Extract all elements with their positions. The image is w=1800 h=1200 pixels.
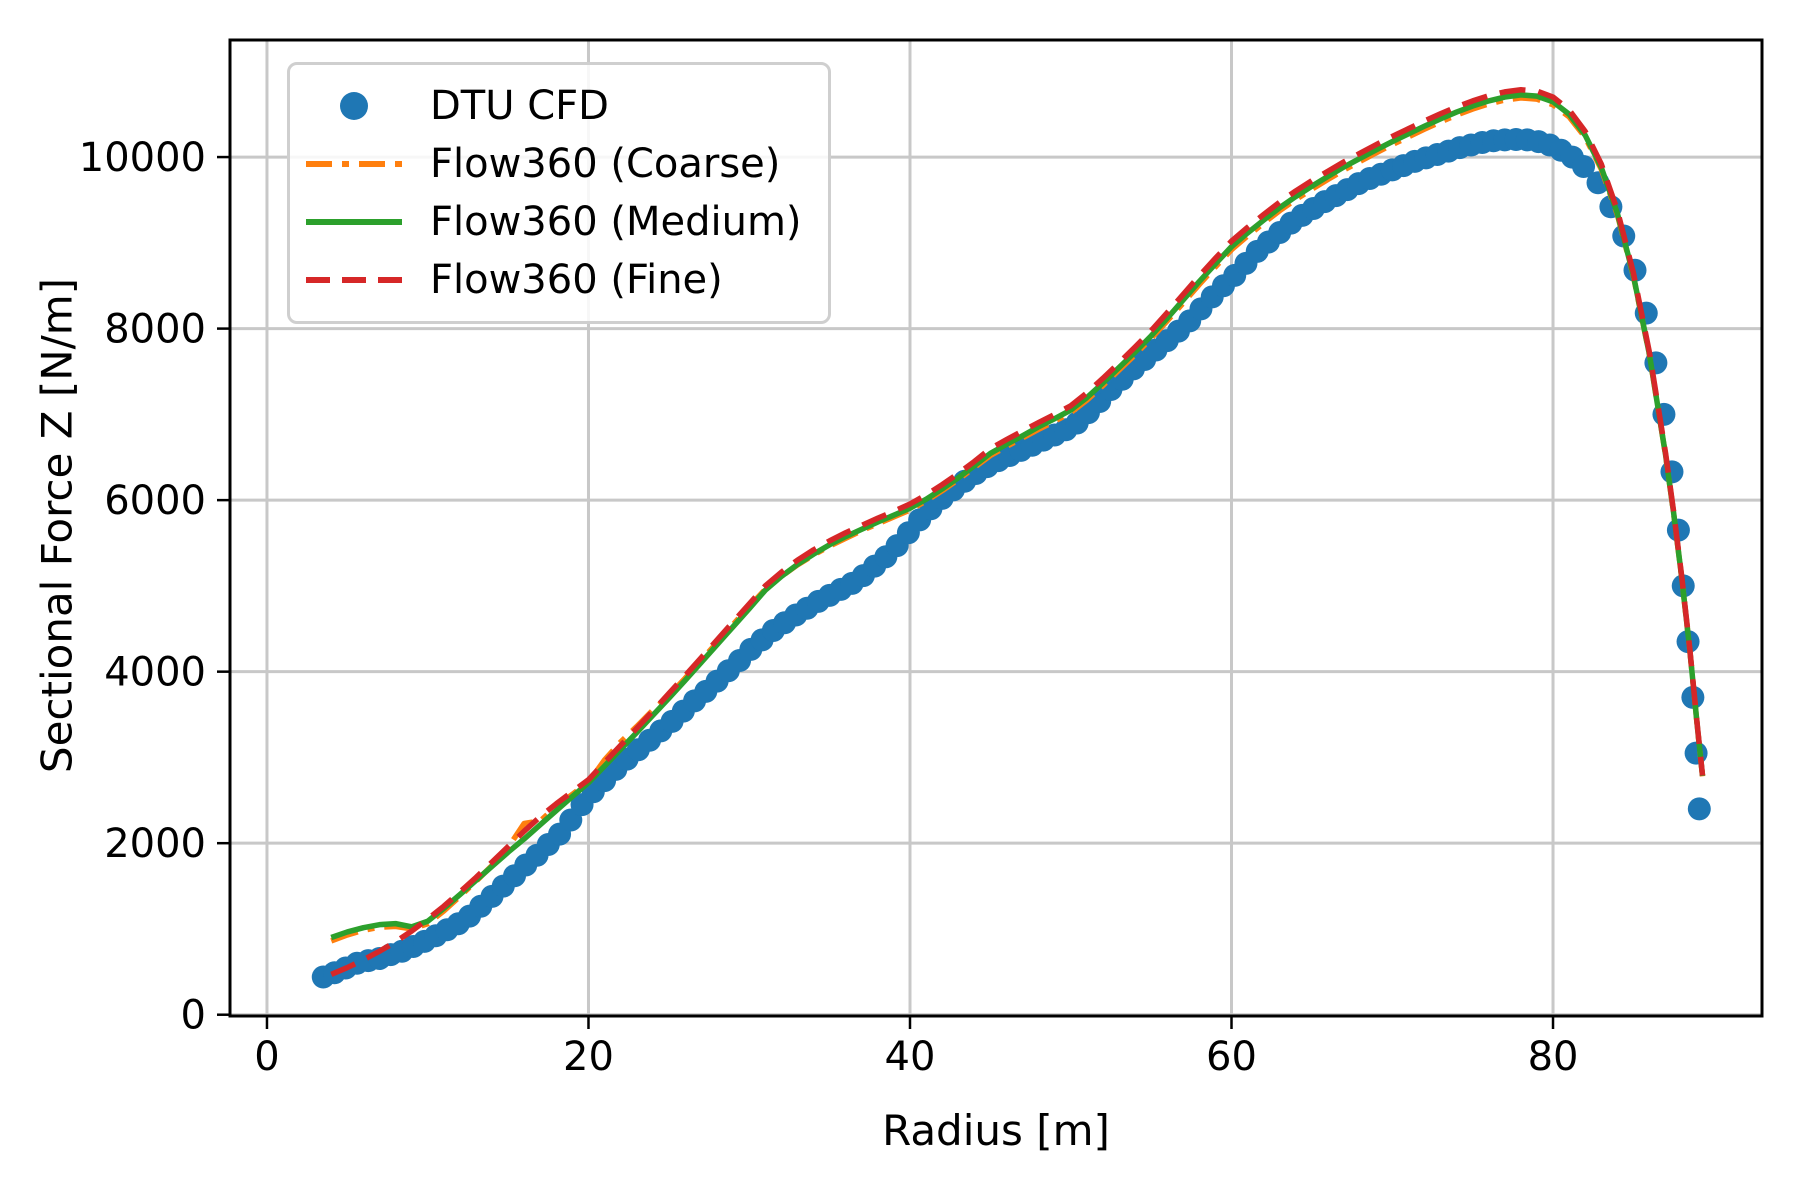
- y-tick-label-4000: 4000: [104, 650, 206, 696]
- legend: DTU CFD Flow360 (Coarse) Flow360 (Medium…: [287, 62, 831, 324]
- curve-flow360-medium: [330, 92, 1706, 941]
- legend-entry-flow360-fine: Flow360 (Fine): [304, 251, 802, 309]
- x-axis-label: Radius [m]: [882, 1106, 1110, 1155]
- y-tick-label-6000: 6000: [104, 478, 206, 524]
- plot-border: [228, 38, 1764, 1018]
- legend-marker-dtu-cfd-icon: [340, 92, 368, 120]
- x-tick-label-40: 40: [885, 1034, 936, 1080]
- x-tick-label-20: 20: [563, 1034, 614, 1080]
- data-point-dtu-cfd: [1660, 460, 1684, 484]
- legend-entry-flow360-medium: Flow360 (Medium): [304, 193, 802, 251]
- x-tick-label-60: 60: [1206, 1034, 1257, 1080]
- y-tick-label-2000: 2000: [104, 821, 206, 867]
- legend-entry-flow360-coarse: Flow360 (Coarse): [304, 135, 802, 193]
- legend-label-flow360-fine: Flow360 (Fine): [430, 257, 723, 303]
- legend-marker-fine-line-icon: [306, 277, 402, 283]
- y-tick-label-8000: 8000: [104, 307, 206, 353]
- legend-label-dtu-cfd: DTU CFD: [430, 83, 609, 129]
- legend-label-flow360-coarse: Flow360 (Coarse): [430, 141, 781, 187]
- data-point-dtu-cfd: [1684, 741, 1708, 765]
- y-axis-label: Sectional Force Z [N/m]: [32, 277, 82, 774]
- legend-marker-coarse-line-icon: [306, 161, 402, 167]
- data-point-dtu-cfd: [1687, 797, 1711, 821]
- x-tick-label-80: 80: [1528, 1034, 1579, 1080]
- legend-label-flow360-medium: Flow360 (Medium): [430, 199, 802, 245]
- legend-marker-medium-line-icon: [306, 219, 402, 225]
- y-tick-label-10000: 10000: [79, 135, 206, 181]
- curve-flow360-fine: [330, 86, 1706, 977]
- x-tick-label-0: 0: [254, 1034, 279, 1080]
- y-tick-label-0: 0: [181, 993, 206, 1039]
- data-point-dtu-cfd: [1572, 155, 1596, 179]
- legend-entry-dtu-cfd: DTU CFD: [304, 77, 802, 135]
